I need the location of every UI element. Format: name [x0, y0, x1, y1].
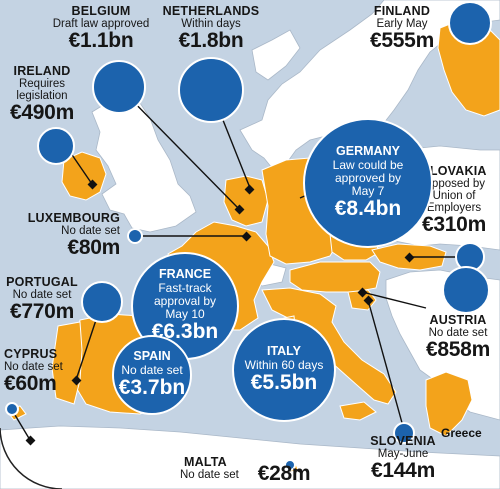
bubble-spain: SPAIN No date set €3.7bn: [112, 335, 192, 415]
bubble-germany: GERMANY Law could be approved by May 7 €…: [303, 118, 433, 248]
finland-name: FINLAND: [373, 4, 431, 18]
circle-luxembourg: [127, 228, 143, 244]
circle-slovenia: [393, 422, 415, 444]
austria-status: No date set: [428, 327, 488, 340]
cyprus-inset-frame: [0, 427, 63, 489]
label-ireland: IRELAND Requires legislation €490m: [4, 64, 80, 125]
circle-portugal: [81, 281, 123, 323]
great-britain: [91, 95, 197, 233]
portugal-land: [51, 321, 83, 405]
malta-status-row: No date set: [180, 469, 290, 481]
bubble-italy: ITALY Within 60 days €5.5bn: [232, 318, 336, 422]
portugal-status: No date set: [12, 289, 72, 302]
circle-belgium: [92, 60, 146, 114]
spain-amount: €3.7bn: [118, 375, 186, 399]
label-austria: AUSTRIA No date set €858m: [416, 313, 500, 362]
marker-netherlands: [244, 184, 255, 195]
italy-amount: €5.5bn: [250, 370, 318, 394]
label-netherlands: NETHERLANDS Within days €1.8bn: [157, 4, 265, 53]
circle-finland: [448, 1, 492, 45]
germany-name: GERMANY: [336, 144, 400, 159]
circle-netherlands: [178, 57, 244, 123]
slovenia-status: May-June: [377, 448, 429, 461]
leader-slovenia: [367, 299, 405, 431]
finland-amount: €555m: [370, 29, 434, 53]
luxembourg-amount: €80m: [67, 236, 120, 260]
slovakia-amount: €310m: [422, 213, 486, 237]
spain-status: No date set: [121, 362, 183, 377]
cyprus-status: No date set: [4, 361, 63, 374]
benelux-land: [223, 175, 269, 227]
finland-status: Early May: [376, 18, 428, 31]
netherlands-name: NETHERLANDS: [162, 4, 260, 18]
circle-ireland: [37, 127, 75, 165]
label-cyprus: CYPRUS No date set €60m: [4, 347, 80, 396]
italy-status: Within 60 days: [244, 357, 324, 372]
portugal-name: PORTUGAL: [6, 275, 78, 289]
spain-name: SPAIN: [133, 349, 171, 364]
norway-coast: [251, 29, 301, 81]
france-amount: €6.3bn: [151, 319, 219, 343]
leader-belgium: [118, 86, 241, 211]
austria-land: [289, 261, 381, 293]
slovenia-name: SLOVENIA: [370, 434, 436, 448]
marker-ireland: [87, 179, 98, 190]
greece-map-label: Greece: [441, 426, 482, 440]
germany-amount: €8.4bn: [334, 196, 402, 220]
leader-austria: [361, 291, 427, 309]
netherlands-status: Within days: [181, 18, 241, 31]
label-portugal: PORTUGAL No date set €770m: [2, 275, 82, 324]
malta-name: MALTA: [184, 455, 227, 469]
cyprus-name: CYPRUS: [4, 347, 58, 361]
slovenia-amount: €144m: [371, 459, 435, 483]
ireland-amount: €490m: [10, 101, 74, 125]
circle-cyprus: [5, 402, 19, 416]
france-name: FRANCE: [158, 267, 212, 282]
luxembourg-status: No date set: [61, 225, 120, 238]
bubble-france: FRANCE Fast-track approval by May 10 €6.…: [131, 252, 239, 360]
belgium-name: BELGIUM: [71, 4, 131, 18]
malta-amount-wrap: €28m: [246, 462, 322, 485]
greece-land: [425, 371, 473, 437]
label-slovakia: SLOVAKIA Opposed by Union of Employers €…: [408, 164, 500, 237]
label-slovenia: SLOVENIA May-June €144m: [365, 434, 441, 483]
belgium-status: Draft law approved: [52, 18, 150, 31]
cyprus-amount: €60m: [4, 372, 57, 396]
italy-name: ITALY: [266, 344, 302, 359]
malta-amount: €28m: [257, 462, 311, 485]
ireland-status: Requires legislation: [16, 78, 68, 103]
portugal-amount: €770m: [10, 300, 74, 324]
marker-austria: [357, 287, 368, 298]
ireland-land: [61, 151, 107, 201]
marker-luxembourg: [241, 231, 252, 242]
belgium-amount: €1.1bn: [68, 29, 134, 53]
marker-slovakia: [404, 252, 415, 263]
slovakia-name: SLOVAKIA: [421, 164, 487, 178]
austria-amount: €858m: [426, 338, 490, 362]
label-finland: FINLAND Early May €555m: [360, 4, 444, 53]
luxembourg-name: LUXEMBOURG: [27, 211, 120, 225]
circle-austria: [442, 266, 490, 314]
netherlands-amount: €1.8bn: [178, 29, 244, 53]
slovakia-status: Opposed by Union of Employers: [422, 178, 485, 215]
circle-malta: [284, 459, 296, 471]
france-status: Fast-track approval by May 10: [153, 280, 217, 321]
germany-status: Law could be approved by May 7: [332, 157, 404, 198]
north-africa: [0, 425, 500, 489]
sicily-land: [339, 401, 377, 421]
marker-belgium: [234, 204, 245, 215]
ireland-name: IRELAND: [13, 64, 71, 78]
label-belgium: BELGIUM Draft law approved €1.1bn: [48, 4, 154, 53]
scandinavia: [239, 0, 500, 169]
label-luxembourg: LUXEMBOURG No date set €80m: [20, 211, 121, 260]
label-malta: MALTA No date set: [180, 455, 290, 481]
marker-slovenia: [363, 295, 374, 306]
malta-status: No date set: [180, 469, 239, 482]
austria-name: AUSTRIA: [429, 313, 487, 327]
